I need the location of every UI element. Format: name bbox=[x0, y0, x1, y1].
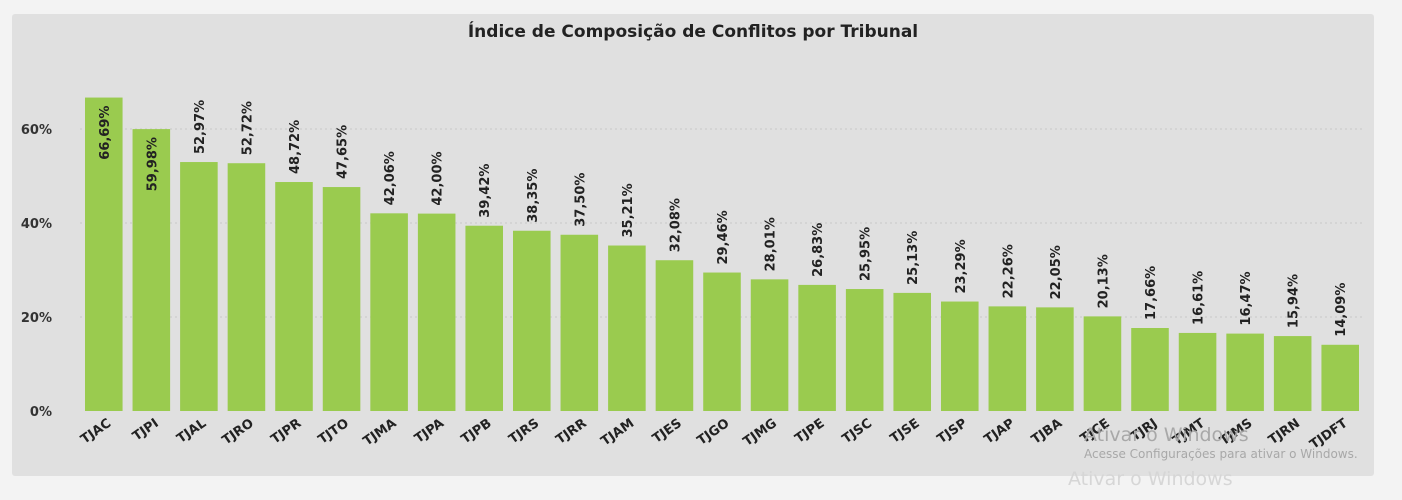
bar bbox=[845, 289, 884, 411]
x-tick-label: TJRR bbox=[553, 416, 589, 448]
y-tick-label: 40% bbox=[21, 217, 52, 232]
bar bbox=[798, 284, 836, 411]
data-label: 38,35% bbox=[526, 169, 541, 223]
data-label: 15,94% bbox=[1287, 274, 1302, 328]
x-tick-label: TJPI bbox=[130, 416, 162, 444]
bar bbox=[560, 234, 599, 411]
x-tick-label: TJSP bbox=[935, 416, 970, 447]
data-label: 20,13% bbox=[1096, 254, 1111, 308]
data-label: 17,66% bbox=[1144, 266, 1159, 320]
data-label: 66,69% bbox=[98, 106, 113, 160]
bar bbox=[370, 213, 408, 411]
x-tick-label: TJPE bbox=[792, 416, 827, 447]
x-tick-label: TJGO bbox=[695, 416, 733, 449]
y-tick-label: 20% bbox=[21, 311, 52, 326]
x-tick-label: TJCE bbox=[1078, 416, 1113, 447]
data-label: 14,09% bbox=[1334, 283, 1349, 337]
x-tick-label: TJSE bbox=[888, 416, 923, 447]
bar bbox=[703, 272, 741, 411]
bar bbox=[655, 260, 694, 411]
bar bbox=[1036, 307, 1074, 411]
y-tick-label: 60% bbox=[21, 123, 52, 138]
x-tick-label: TJAP bbox=[982, 416, 1018, 447]
bar bbox=[84, 97, 123, 411]
bar bbox=[275, 182, 313, 411]
bar bbox=[608, 245, 646, 411]
bar bbox=[512, 230, 551, 411]
x-tick-label: TJRS bbox=[506, 416, 542, 447]
data-label: 23,29% bbox=[954, 239, 969, 293]
x-tick-label: TJRJ bbox=[1128, 416, 1160, 445]
x-tick-label: TJMA bbox=[361, 416, 400, 449]
data-label: 39,42% bbox=[478, 164, 493, 218]
x-tick-label: TJPR bbox=[268, 416, 304, 447]
bar-chart: 66,69% 59,98% 52,97% 52,72% 48,72% 47,65% 42,0… bbox=[21, 97, 1364, 453]
data-label: 25,13% bbox=[906, 231, 921, 285]
bar bbox=[1226, 333, 1264, 411]
bar bbox=[893, 292, 932, 411]
x-tick-label: TJPB bbox=[459, 416, 495, 447]
bar bbox=[988, 306, 1027, 411]
x-tick-label: TJAL bbox=[174, 416, 209, 447]
x-tick-label: TJMS bbox=[1217, 416, 1255, 449]
bar bbox=[465, 225, 504, 411]
data-label: 25,95% bbox=[859, 227, 874, 281]
bar bbox=[1083, 316, 1122, 411]
bar bbox=[180, 162, 218, 411]
bar bbox=[322, 187, 361, 411]
x-tick-label: TJAM bbox=[599, 416, 638, 449]
bar bbox=[132, 129, 171, 411]
x-tick-label: TJPA bbox=[412, 416, 447, 447]
bar bbox=[940, 301, 979, 411]
x-tick-label: TJTO bbox=[316, 416, 352, 448]
data-label: 29,46% bbox=[716, 210, 731, 264]
x-tick-label: TJRO bbox=[220, 416, 257, 448]
data-label: 59,98% bbox=[145, 137, 160, 191]
data-label: 47,65% bbox=[336, 125, 351, 179]
bar bbox=[1131, 327, 1169, 411]
chart-panel: Índice de Composição de Conflitos por Tr… bbox=[12, 14, 1374, 476]
data-label: 42,06% bbox=[383, 151, 398, 205]
data-label: 16,61% bbox=[1192, 271, 1207, 325]
chart-title: Índice de Composição de Conflitos por Tr… bbox=[467, 22, 919, 42]
data-label: 52,97% bbox=[193, 100, 208, 154]
bar bbox=[227, 163, 266, 411]
data-label: 35,21% bbox=[621, 183, 636, 237]
x-tick-label: TJSC bbox=[840, 416, 875, 447]
data-label: 26,83% bbox=[811, 223, 826, 277]
data-label: 28,01% bbox=[764, 217, 779, 271]
x-tick-label: TJDFT bbox=[1307, 416, 1350, 453]
x-tick-label: TJMG bbox=[741, 416, 780, 450]
bar bbox=[1273, 336, 1312, 411]
data-label: 37,50% bbox=[573, 173, 588, 227]
bar bbox=[750, 279, 789, 411]
data-label: 52,72% bbox=[240, 101, 255, 155]
data-label: 42,00% bbox=[431, 151, 446, 205]
x-tick-label: TJBA bbox=[1029, 416, 1065, 448]
x-tick-label: TJMT bbox=[1170, 416, 1208, 449]
data-label: 32,08% bbox=[668, 198, 683, 252]
data-label: 16,47% bbox=[1239, 271, 1254, 325]
data-label: 22,05% bbox=[1049, 245, 1064, 299]
watermark-title-repeat: Ativar o Windows bbox=[1068, 468, 1233, 490]
x-tick-label: TJRN bbox=[1266, 416, 1303, 448]
x-tick-label: TJAC bbox=[78, 416, 114, 447]
bar bbox=[417, 213, 456, 411]
data-label: 48,72% bbox=[288, 120, 303, 174]
bar bbox=[1321, 344, 1360, 411]
bar bbox=[1178, 332, 1217, 411]
y-tick-label: 0% bbox=[30, 405, 52, 420]
data-label: 22,26% bbox=[1001, 244, 1016, 298]
x-tick-label: TJES bbox=[650, 416, 685, 447]
